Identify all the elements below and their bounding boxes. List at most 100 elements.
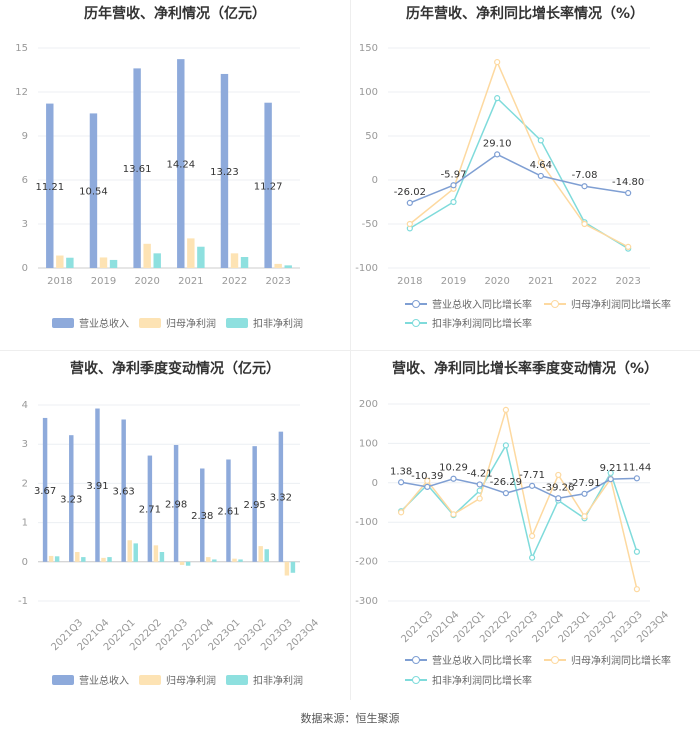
series-point [607,469,614,477]
y-tick-label: -200 [355,557,378,568]
bar-net-profit [232,558,237,562]
data-label: 2.38 [191,511,213,522]
chart-title: 历年营收、净利情况（亿元） [84,6,266,22]
annual-revenue-profit-chart: 历年营收、净利情况（亿元） 0 3 6 9 12 15 2018 2019 2020 2021 20… [0,0,350,350]
series-point [625,189,632,197]
series-point [555,471,562,479]
quarterly-revenue-profit-plot: -1012342021Q32021Q42022Q12022Q22022Q3202… [18,400,321,653]
series-point [502,406,509,414]
series-point [406,199,413,206]
y-tick-label: 200 [359,399,378,410]
legend-label: 营业总收入 [79,676,129,687]
series-point [424,477,431,484]
y-tick-label: 12 [15,87,28,98]
series-line-0 [409,153,629,204]
bar-revenue [42,417,48,562]
data-label: -26.02 [394,187,426,198]
data-label: 4.64 [530,160,552,171]
series-point [406,220,413,228]
legend-item-net-profit-growth[interactable]: 归母净利润同比增长率 [544,652,671,667]
legend-item-revenue-growth[interactable]: 营业总收入同比增长率 [405,296,532,311]
series-point [529,532,536,540]
legend-label: 扣非净利润 [253,319,303,330]
bar-deducted-profit [81,557,86,562]
data-label: 11.21 [35,182,64,193]
legend-item-revenue[interactable]: 营业总收入 [52,672,129,687]
series-point [529,482,536,489]
series-point [476,481,483,488]
legend-item-net-profit[interactable]: 归母净利润 [139,315,216,330]
bar-revenue [173,444,179,562]
data-label: 13.61 [123,164,152,175]
bar-revenue [220,73,229,269]
bar-revenue [264,102,272,268]
bar-deducted-profit [159,552,165,562]
data-label: 1.38 [390,466,412,477]
series-point [397,479,405,486]
x-tick-label: 2018 [47,276,72,287]
legend-item-revenue[interactable]: 营业总收入 [52,315,129,330]
bar-net-profit [274,263,282,268]
y-tick-label: 6 [22,175,28,186]
data-label: -7.08 [572,170,598,181]
x-tick-label: 2022 [222,276,247,287]
legend-swatch [405,318,427,328]
data-label: -14.80 [612,177,644,188]
bar-deducted-profit [133,543,138,562]
legend-swatch [52,317,74,328]
data-label: 3.67 [34,486,56,497]
y-tick-label: 2 [22,478,28,489]
y-tick-label: 0 [22,557,28,568]
data-label: -4.21 [467,468,493,479]
bar-revenue [147,455,153,562]
legend-item-deducted-profit[interactable]: 扣非净利润 [226,315,303,330]
legend-label: 归母净利润同比增长率 [571,656,671,667]
y-tick-label: -1 [18,596,28,607]
bar-revenue [226,459,231,562]
series-point [397,509,405,516]
data-label: 3.23 [60,494,82,505]
legend-item-deducted-growth[interactable]: 扣非净利润同比增长率 [405,315,532,330]
legend-item-net-profit-growth[interactable]: 归母净利润同比增长率 [544,296,671,311]
x-tick-label: 2019 [441,276,466,287]
series-point [494,151,501,158]
series-point [450,475,457,482]
legend-label: 营业总收入同比增长率 [432,656,532,667]
legend: 营业总收入同比增长率 归母净利润同比增长率 [405,652,671,667]
legend-label: 归母净利润同比增长率 [571,300,671,311]
legend-item-net-profit[interactable]: 归母净利润 [139,672,216,687]
bar-net-profit [179,561,185,565]
bar-net-profit [284,561,290,576]
bar-revenue [121,419,126,562]
legend-item-deducted-profit[interactable]: 扣非净利润 [226,672,303,687]
data-label: -26.29 [490,477,522,488]
bar-deducted-profit [238,559,243,562]
legend-swatch [226,674,248,685]
horizontal-divider [0,350,700,351]
y-tick-label: -100 [355,263,378,274]
legend-label: 扣非净利润同比增长率 [432,319,532,330]
data-label: 10.29 [439,463,468,474]
x-tick-label: 2023 [615,276,640,287]
chart-title: 历年营收、净利同比增长率情况（%） [405,6,645,22]
legend-item-deducted-growth[interactable]: 扣非净利润同比增长率 [405,672,532,687]
x-tick-label: 2020 [134,276,159,287]
bar-deducted-profit [197,246,205,268]
legend-label: 营业总收入同比增长率 [432,300,532,311]
x-tick-label: 2018 [397,276,422,287]
bar-net-profit [206,557,211,562]
series-line-1 [400,409,638,590]
y-tick-label: -50 [362,219,378,230]
data-source: 数据来源：恒生聚源 [300,712,400,725]
data-label: 11.27 [254,181,283,192]
legend-item-revenue-growth[interactable]: 营业总收入同比增长率 [405,652,532,667]
series-point [494,95,501,102]
legend-swatch [544,299,566,309]
bar-revenue [252,446,257,562]
annual-growth-rate-plot: -100 -50 0 50 100 150 2018 2019 2020 2021 2022 2023… [355,43,650,287]
quarterly-revenue-profit-chart: 营收、净利季度变动情况（亿元） -1 0 1 2 3 4 2021Q3 2021Q4 2022Q… [0,352,350,702]
annual-growth-rate-chart: 历年营收、净利同比增长率情况（%） -100 -50 0 50 100 150 2018 20… [350,0,700,350]
data-label: -7.71 [519,470,545,481]
series-point [581,220,588,228]
series-point [537,172,544,180]
